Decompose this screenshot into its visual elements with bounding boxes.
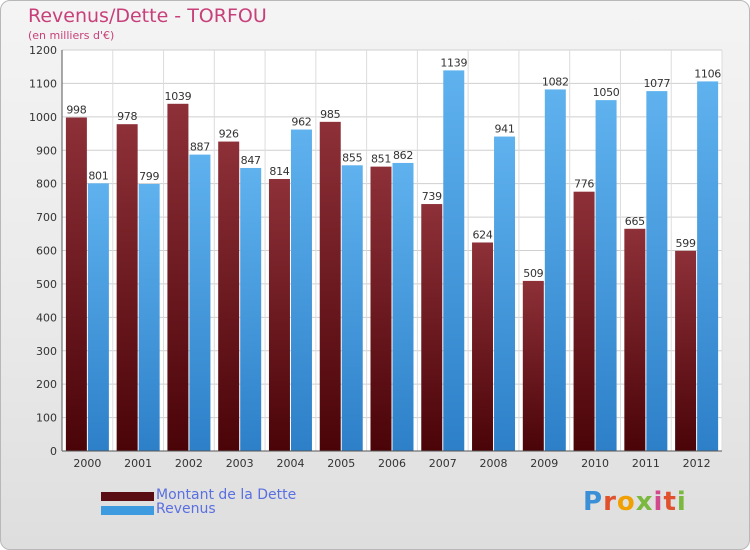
grid-lines — [61, 49, 723, 452]
x-tick-label: 2012 — [683, 457, 711, 470]
bar-debt — [472, 242, 494, 451]
data-label-debt: 814 — [269, 165, 289, 178]
data-label-debt: 665 — [625, 215, 645, 228]
y-tick-label: 0 — [50, 445, 57, 458]
y-tick-label: 1100 — [29, 77, 57, 90]
bar-debt — [268, 178, 290, 451]
data-label-revenue: 887 — [190, 141, 210, 154]
bar-revenue — [189, 154, 211, 451]
bar-debt — [116, 124, 138, 451]
proxiti-logo: Proxiti — [583, 487, 687, 517]
bar-revenue — [443, 70, 465, 452]
bar-revenue — [494, 136, 516, 451]
y-tick-label: 200 — [36, 378, 57, 391]
y-tick-label: 800 — [36, 178, 57, 191]
bar-debt — [624, 228, 646, 451]
bar-debt — [167, 103, 189, 451]
data-label-revenue: 1050 — [593, 86, 620, 99]
data-label-revenue: 962 — [291, 116, 311, 129]
x-tick-label: 2000 — [73, 457, 101, 470]
y-tick-label: 100 — [36, 412, 57, 425]
y-tick-label: 400 — [36, 311, 57, 324]
bars — [65, 70, 719, 452]
bar-revenue — [544, 89, 566, 451]
bar-debt — [421, 204, 443, 451]
data-label-revenue: 799 — [139, 170, 159, 183]
legend-swatch-revenue — [101, 506, 154, 515]
x-tick-label: 2007 — [429, 457, 457, 470]
bar-revenue — [341, 165, 363, 451]
x-tick-label: 2010 — [581, 457, 609, 470]
data-label-revenue: 847 — [241, 154, 261, 167]
bar-revenue — [595, 100, 617, 451]
y-tick-label: 300 — [36, 345, 57, 358]
bar-revenue — [392, 162, 414, 451]
bar-revenue — [87, 183, 109, 451]
data-label-revenue: 941 — [494, 123, 514, 136]
legend-label-debt: Montant de la Dette — [156, 487, 297, 503]
data-label-debt: 739 — [422, 190, 442, 203]
data-label-revenue: 1082 — [542, 75, 569, 88]
chart-title: Revenus/Dette - TORFOU — [28, 5, 267, 27]
y-tick-label: 1200 — [29, 44, 57, 57]
data-label-debt: 1039 — [165, 90, 192, 103]
y-tick-label: 1000 — [29, 111, 57, 124]
data-label-revenue: 1077 — [643, 77, 670, 90]
data-label-debt: 978 — [117, 110, 137, 123]
data-label-debt: 998 — [66, 104, 86, 117]
bar-debt — [319, 121, 341, 452]
x-tick-label: 2005 — [327, 457, 355, 470]
bar-revenue — [697, 81, 719, 451]
bar-debt — [522, 280, 544, 451]
legend-swatch-debt — [101, 492, 154, 501]
data-label-debt: 509 — [523, 267, 543, 280]
bar-debt — [370, 166, 392, 452]
data-label-debt: 926 — [219, 128, 239, 141]
x-tick-label: 2002 — [175, 457, 203, 470]
data-label-revenue: 801 — [88, 169, 108, 182]
data-label-debt: 851 — [371, 153, 391, 166]
x-tick-label: 2008 — [480, 457, 508, 470]
y-tick-label: 600 — [36, 245, 57, 258]
bar-revenue — [138, 184, 160, 451]
data-label-debt: 624 — [472, 228, 492, 241]
data-label-revenue: 1106 — [694, 67, 721, 80]
x-tick-label: 2001 — [124, 457, 152, 470]
bar-debt — [573, 191, 595, 452]
data-label-debt: 776 — [574, 178, 594, 191]
x-tick-label: 2009 — [530, 457, 558, 470]
bar-revenue — [290, 129, 312, 451]
x-tick-label: 2006 — [378, 457, 406, 470]
data-label-revenue: 862 — [393, 149, 413, 162]
x-tick-label: 2011 — [632, 457, 660, 470]
data-label-revenue: 855 — [342, 151, 362, 164]
bar-debt — [675, 250, 697, 451]
legend-label-revenue: Revenus — [156, 501, 216, 517]
bar-debt — [218, 141, 240, 452]
data-label-revenue: 1139 — [440, 56, 467, 69]
x-tick-label: 2004 — [276, 457, 304, 470]
y-tick-label: 900 — [36, 144, 57, 157]
y-tick-label: 500 — [36, 278, 57, 291]
bar-revenue — [646, 91, 668, 451]
x-tick-label: 2003 — [226, 457, 254, 470]
data-label-debt: 599 — [676, 237, 696, 250]
data-label-debt: 985 — [320, 108, 340, 121]
axes: 0 100 200 300 400 500 600 700 800 900 1000 1100 1200… — [29, 44, 722, 470]
bar-debt — [65, 117, 87, 452]
y-tick-label: 700 — [36, 211, 57, 224]
bar-revenue — [240, 167, 262, 452]
chart-subtitle: (en milliers d'€) — [28, 29, 115, 42]
